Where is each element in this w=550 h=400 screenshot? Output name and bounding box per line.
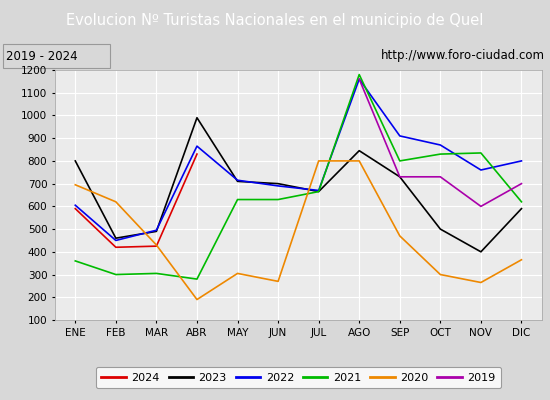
FancyBboxPatch shape	[3, 44, 110, 68]
Text: http://www.foro-ciudad.com: http://www.foro-ciudad.com	[381, 50, 544, 62]
Text: 2019 - 2024: 2019 - 2024	[6, 50, 77, 62]
Text: Evolucion Nº Turistas Nacionales en el municipio de Quel: Evolucion Nº Turistas Nacionales en el m…	[67, 14, 483, 28]
Legend: 2024, 2023, 2022, 2021, 2020, 2019: 2024, 2023, 2022, 2021, 2020, 2019	[96, 367, 501, 388]
